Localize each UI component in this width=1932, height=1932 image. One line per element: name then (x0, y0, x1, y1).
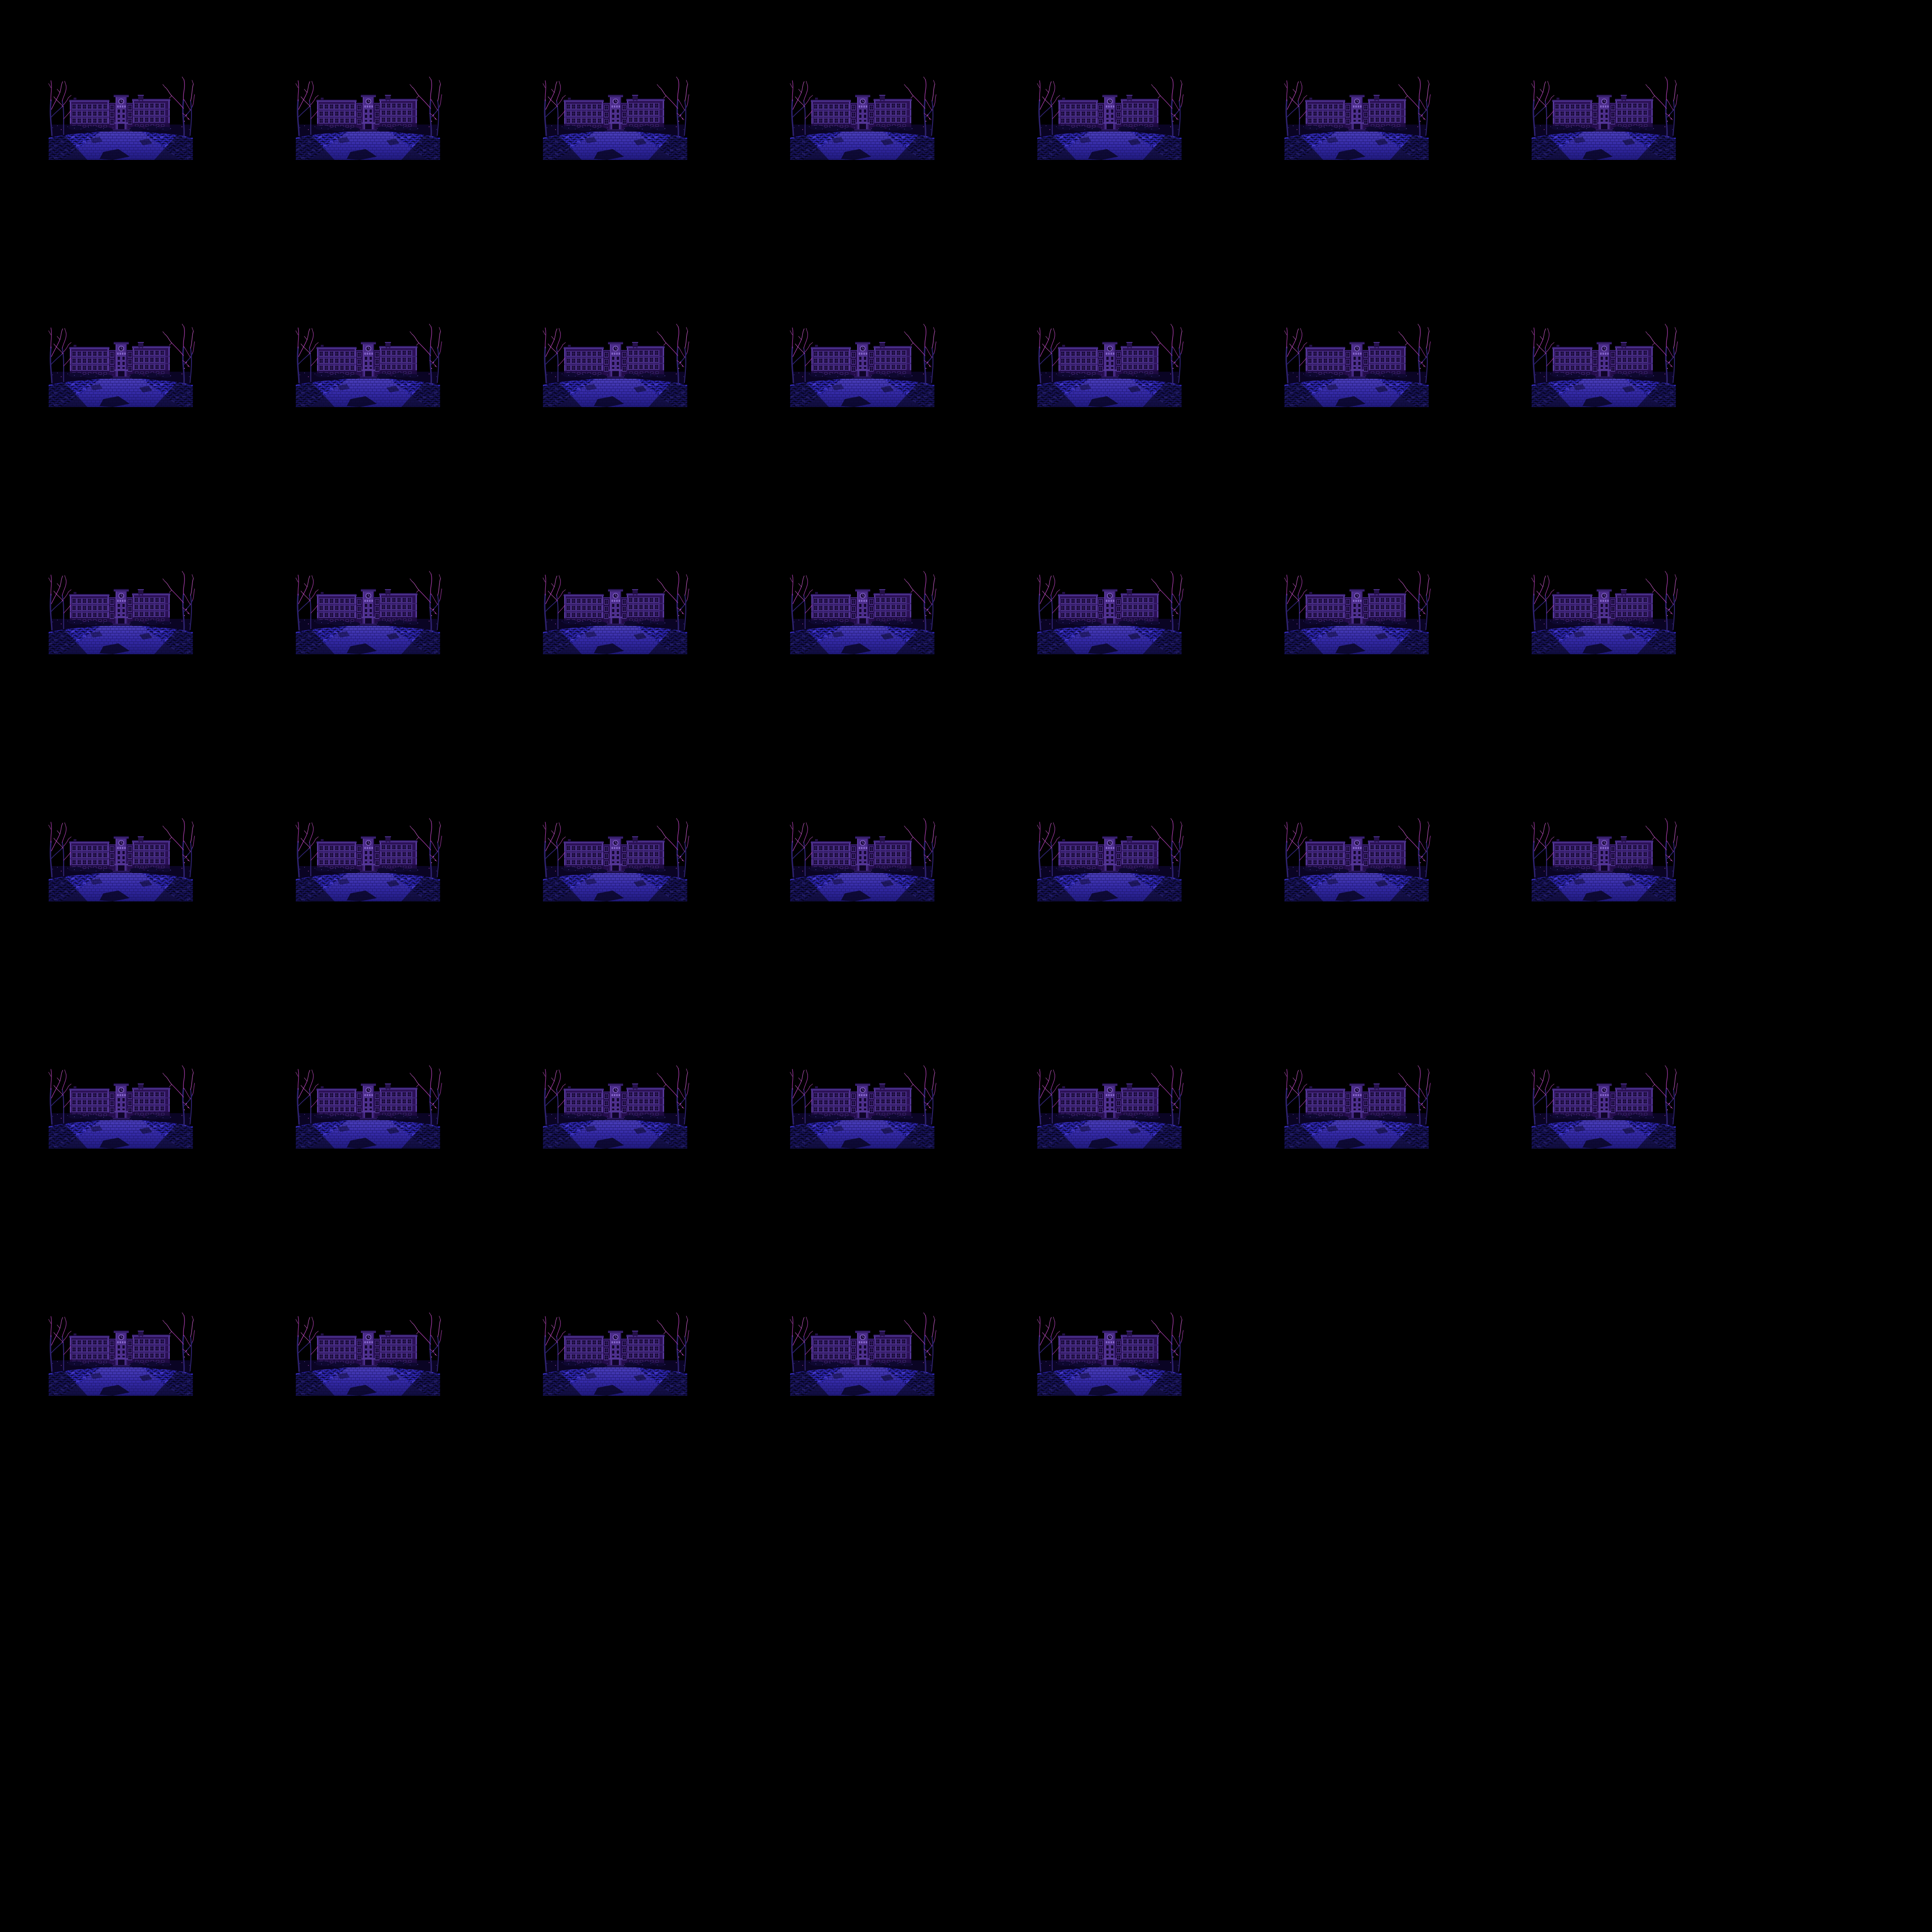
sprite-frame (541, 1309, 689, 1396)
sprite-frame (1530, 74, 1678, 160)
school-night-thumbnail (788, 568, 936, 654)
school-night-thumbnail (788, 1309, 936, 1396)
school-night-thumbnail (788, 321, 936, 407)
sprite-frame (1282, 815, 1431, 901)
sprite-frame (788, 1309, 936, 1396)
school-night-thumbnail (541, 1062, 689, 1149)
sprite-frame (1035, 1309, 1183, 1396)
sprite-frame (541, 568, 689, 654)
school-night-thumbnail (294, 568, 442, 654)
sprite-frame (1530, 568, 1678, 654)
school-night-thumbnail (47, 1062, 195, 1149)
sprite-frame (788, 321, 936, 407)
sprite-frame (1282, 1062, 1431, 1149)
sprite-frame (294, 568, 442, 654)
school-night-thumbnail (788, 1062, 936, 1149)
sprite-frame (1035, 568, 1183, 654)
school-night-thumbnail (541, 74, 689, 160)
sprite-frame (1530, 321, 1678, 407)
school-night-thumbnail (294, 1309, 442, 1396)
school-night-thumbnail (1530, 321, 1678, 407)
sprite-frame (1530, 815, 1678, 901)
school-night-thumbnail (47, 1309, 195, 1396)
school-night-thumbnail (1282, 321, 1431, 407)
sprite-frame (294, 74, 442, 160)
school-night-thumbnail (541, 568, 689, 654)
school-night-thumbnail (788, 74, 936, 160)
sprite-frame (47, 74, 195, 160)
school-night-thumbnail (47, 568, 195, 654)
sprite-frame (47, 321, 195, 407)
school-night-thumbnail (1035, 815, 1183, 901)
sprite-frame (47, 815, 195, 901)
sprite-frame (541, 815, 689, 901)
sprite-frame (1530, 1062, 1678, 1149)
school-night-thumbnail (788, 815, 936, 901)
school-night-thumbnail (1035, 568, 1183, 654)
sprite-frame (1035, 1062, 1183, 1149)
sprite-frame (541, 74, 689, 160)
school-night-thumbnail (541, 1309, 689, 1396)
school-night-thumbnail (1530, 815, 1678, 901)
school-night-thumbnail (294, 74, 442, 160)
sprite-frame (294, 1062, 442, 1149)
sprite-frame (294, 815, 442, 901)
sprite-frame (47, 1062, 195, 1149)
sprite-frame (294, 321, 442, 407)
sprite-frame (788, 568, 936, 654)
sprite-frame (1035, 321, 1183, 407)
school-night-thumbnail (47, 74, 195, 160)
sprite-frame (294, 1309, 442, 1396)
sprite-frame (788, 815, 936, 901)
school-night-thumbnail (294, 321, 442, 407)
school-night-thumbnail (1530, 74, 1678, 160)
school-night-thumbnail (294, 815, 442, 901)
sprite-frame (541, 1062, 689, 1149)
school-night-thumbnail (1282, 1062, 1431, 1149)
school-night-thumbnail (541, 815, 689, 901)
sprite-frame (47, 568, 195, 654)
sprite-frame (1282, 568, 1431, 654)
school-night-thumbnail (1282, 815, 1431, 901)
sprite-frame (788, 1062, 936, 1149)
sprite-frame (788, 74, 936, 160)
school-night-thumbnail (47, 815, 195, 901)
sprite-frame (1035, 74, 1183, 160)
school-night-thumbnail (1282, 568, 1431, 654)
sprite-frame (1282, 321, 1431, 407)
school-night-thumbnail (1035, 74, 1183, 160)
school-night-thumbnail (1530, 1062, 1678, 1149)
school-night-thumbnail (1035, 321, 1183, 407)
school-night-thumbnail (541, 321, 689, 407)
sprite-frame (47, 1309, 195, 1396)
school-night-thumbnail (47, 321, 195, 407)
school-night-thumbnail (1035, 1062, 1183, 1149)
sprite-frame (1282, 74, 1431, 160)
school-night-thumbnail (294, 1062, 442, 1149)
school-night-thumbnail (1035, 1309, 1183, 1396)
sprite-frame (541, 321, 689, 407)
school-night-thumbnail (1282, 74, 1431, 160)
school-night-thumbnail (1530, 568, 1678, 654)
sprite-frame (1035, 815, 1183, 901)
